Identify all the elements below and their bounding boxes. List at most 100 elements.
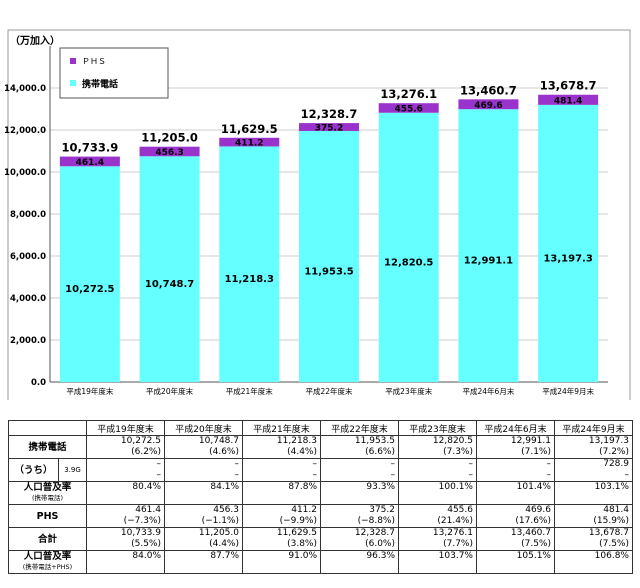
cell-pct: (5.5%)	[131, 539, 161, 549]
table-cell: 103.7%	[398, 550, 477, 574]
table-column-header: 平成21年度末	[242, 420, 321, 436]
table-cell: 461.4 (−7.3%)	[86, 504, 165, 528]
table-row: PHS 461.4 (−7.3%) 456.3 (−1.1%) 411.2 (−9.9%) 3…	[8, 504, 633, 528]
cell-pct: –	[156, 470, 162, 480]
table-cell: – –	[164, 458, 243, 482]
table-column-header: 平成24年9月末	[554, 420, 633, 436]
cell-value: 84.1%	[210, 482, 239, 492]
row-header-label: 携帯電話	[28, 441, 67, 453]
table-cell: 103.1%	[554, 481, 633, 505]
data-label-mobile: 12,991.1	[464, 256, 513, 267]
table-cell: 13,678.7 (7.5%)	[554, 527, 633, 551]
table-cell: 100.1%	[398, 481, 477, 505]
bar-mobile	[59, 166, 120, 382]
cell-value: 91.0%	[288, 551, 317, 561]
table-cell: 10,748.7 (4.6%)	[164, 435, 243, 459]
table-row: 合計 10,733.9 (5.5%) 11,205.0 (4.4%) 11,629.5 (3…	[8, 527, 633, 551]
cell-pct: (−8.8%)	[357, 516, 395, 526]
table-cell: 93.3%	[320, 481, 399, 505]
cell-pct: –	[234, 470, 240, 480]
bar-mobile	[378, 112, 439, 382]
data-label-total: 10,733.9	[61, 141, 118, 155]
table-cell: 728.9–	[554, 458, 633, 482]
cell-pct: (−7.3%)	[123, 516, 161, 526]
cell-value: 12,820.5	[432, 436, 473, 446]
table-cell: 13,197.3 (7.2%)	[554, 435, 633, 459]
x-tick-label: 平成23年度末	[385, 386, 433, 396]
cell-value: 101.4%	[516, 482, 551, 492]
row-header: 人口普及率 (携帯電話+PHS)	[8, 550, 87, 574]
legend-swatch-phs	[70, 58, 76, 64]
cell-pct: (15.9%)	[593, 516, 629, 526]
y-tick-label: 14,000.0	[4, 84, 46, 94]
cell-pct: (4.4%)	[209, 539, 239, 549]
cell-pct: (4.4%)	[287, 447, 317, 457]
y-tick-label: 2,000.0	[10, 336, 46, 346]
cell-value: 456.3	[213, 505, 239, 515]
table-cell: 11,218.3 (4.4%)	[242, 435, 321, 459]
cell-value: –	[234, 459, 240, 469]
cell-value: 11,205.0	[198, 528, 239, 538]
cell-value: 12,328.7	[354, 528, 395, 538]
cell-value: 461.4	[135, 505, 161, 515]
table-column-header: 平成19年度末	[86, 420, 165, 436]
data-label-phs: 461.4	[76, 158, 104, 168]
table-column-header: 平成20年度末	[164, 420, 243, 436]
cell-value: 481.4	[603, 505, 629, 515]
cell-value: –	[546, 459, 552, 469]
cell-value: 10,272.5	[120, 436, 161, 446]
y-axis-label: （万加入）	[10, 34, 60, 47]
row-header-label: PHS	[36, 510, 59, 522]
table-cell: 101.4%	[476, 481, 555, 505]
table-row: 人口普及率 (携帯電話) 80.4% 84.1% 87.8% 93.3% 100.1% 101…	[8, 481, 633, 505]
data-label-phs: 456.3	[155, 148, 183, 158]
chart-frame	[7, 29, 631, 400]
table-corner	[8, 420, 87, 436]
cell-pct: –	[312, 470, 318, 480]
data-label-mobile: 11,953.5	[304, 266, 353, 277]
bar-mobile	[139, 156, 200, 382]
legend-label-phs: ＰＨＳ	[82, 57, 106, 66]
row-header: PHS	[8, 504, 87, 528]
data-label-total: 11,205.0	[141, 131, 198, 145]
bar-phs	[458, 99, 519, 110]
cell-value: 13,276.1	[432, 528, 473, 538]
x-tick-label: 平成20年度末	[146, 386, 194, 396]
table-cell: 13,276.1 (7.7%)	[398, 527, 477, 551]
cell-value: 105.1%	[516, 551, 551, 561]
bar-phs	[538, 94, 599, 105]
cell-value: –	[390, 459, 396, 469]
cell-value: 11,953.5	[354, 436, 395, 446]
row-header-label: 人口普及率	[23, 482, 72, 493]
cell-pct: (4.6%)	[209, 447, 239, 457]
cell-value: –	[156, 459, 162, 469]
table-cell: – –	[476, 458, 555, 482]
cell-pct: –	[468, 470, 474, 480]
cell-pct: –	[546, 470, 552, 480]
table-cell: 10,733.9 (5.5%)	[86, 527, 165, 551]
table-column-header: 平成24年6月末	[476, 420, 555, 436]
table-cell: 106.8%	[554, 550, 633, 574]
table-cell: 91.0%	[242, 550, 321, 574]
table-cell: 80.4%	[86, 481, 165, 505]
y-tick-label: 0.0	[31, 378, 46, 388]
data-label-phs: 375.2	[315, 124, 343, 134]
x-tick-label: 平成21年度末	[226, 386, 274, 396]
cell-value: 728.9	[603, 459, 629, 469]
table-cell: 84.1%	[164, 481, 243, 505]
cell-pct: (7.5%)	[599, 539, 629, 549]
cell-pct: (6.0%)	[365, 539, 395, 549]
data-label-total: 11,629.5	[221, 122, 278, 136]
table-row: 人口普及率 (携帯電話+PHS) 84.0% 87.7% 91.0% 96.3% 103.7…	[8, 550, 633, 574]
cell-pct: –	[624, 470, 630, 480]
bar-phs	[378, 103, 439, 113]
row-header: （うち）	[8, 458, 59, 482]
x-tick-label: 平成24年6月末	[463, 386, 515, 396]
table-row: 携帯電話 10,272.5 (6.2%) 10,748.7 (4.6%) 11,218.3…	[8, 435, 633, 459]
table-cell: 481.4 (15.9%)	[554, 504, 633, 528]
table-cell: 105.1%	[476, 550, 555, 574]
data-table: 平成19年度末 平成20年度末 平成21年度末 平成22年度末 平成23年度末 平成24年…	[8, 420, 633, 574]
table-column-header: 平成23年度末	[398, 420, 477, 436]
cell-pct: (3.8%)	[287, 539, 317, 549]
chart-area: （万加入） 0.0 2,000.0 4,000.0 6,000.0 8,000.0 10,0…	[4, 29, 631, 400]
